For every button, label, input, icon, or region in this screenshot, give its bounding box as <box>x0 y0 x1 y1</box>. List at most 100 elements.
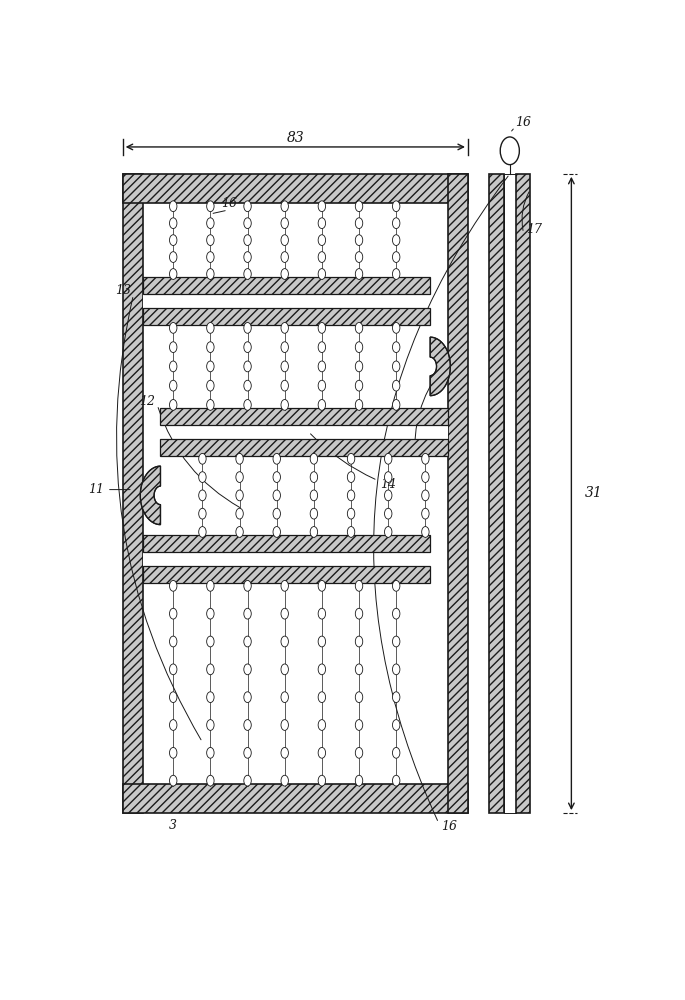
Circle shape <box>273 453 280 464</box>
Circle shape <box>281 218 288 229</box>
Circle shape <box>393 400 400 410</box>
Circle shape <box>244 720 251 730</box>
Circle shape <box>169 580 177 591</box>
Circle shape <box>281 775 288 786</box>
Bar <box>143 294 430 308</box>
Circle shape <box>393 608 400 619</box>
Circle shape <box>281 664 288 675</box>
Circle shape <box>281 580 288 591</box>
Circle shape <box>244 252 251 262</box>
Circle shape <box>199 508 206 519</box>
Circle shape <box>169 608 177 619</box>
Circle shape <box>384 527 392 537</box>
Circle shape <box>393 636 400 647</box>
Circle shape <box>356 608 363 619</box>
Circle shape <box>207 269 214 279</box>
Circle shape <box>244 235 251 246</box>
Circle shape <box>318 235 325 246</box>
Circle shape <box>244 664 251 675</box>
Circle shape <box>393 361 400 372</box>
Circle shape <box>244 580 251 591</box>
Circle shape <box>318 342 325 353</box>
Text: 16: 16 <box>221 197 237 210</box>
Circle shape <box>169 747 177 758</box>
Circle shape <box>318 664 325 675</box>
Circle shape <box>207 218 214 229</box>
Circle shape <box>207 664 214 675</box>
Circle shape <box>281 361 288 372</box>
Circle shape <box>244 218 251 229</box>
Circle shape <box>393 380 400 391</box>
Bar <box>489 174 504 813</box>
Circle shape <box>273 472 280 482</box>
Bar <box>143 308 430 325</box>
Circle shape <box>356 361 363 372</box>
Circle shape <box>318 775 325 786</box>
Circle shape <box>422 490 429 501</box>
Circle shape <box>393 747 400 758</box>
Text: 11: 11 <box>88 483 104 496</box>
Circle shape <box>356 252 363 262</box>
Circle shape <box>207 342 214 353</box>
Circle shape <box>207 361 214 372</box>
Circle shape <box>347 508 355 519</box>
Circle shape <box>207 380 214 391</box>
Circle shape <box>356 692 363 703</box>
Text: 31: 31 <box>585 486 602 500</box>
Circle shape <box>236 453 243 464</box>
Circle shape <box>169 692 177 703</box>
Circle shape <box>393 218 400 229</box>
Circle shape <box>244 775 251 786</box>
Circle shape <box>236 472 243 482</box>
Bar <box>143 552 430 566</box>
Circle shape <box>318 720 325 730</box>
Text: 13: 13 <box>115 284 131 297</box>
Text: 15: 15 <box>417 443 434 456</box>
Circle shape <box>318 400 325 410</box>
Text: 17: 17 <box>526 223 543 236</box>
Circle shape <box>207 252 214 262</box>
Circle shape <box>169 201 177 212</box>
Circle shape <box>207 608 214 619</box>
Bar <box>143 203 448 784</box>
Circle shape <box>393 692 400 703</box>
Circle shape <box>281 323 288 333</box>
Circle shape <box>318 252 325 262</box>
Text: 12: 12 <box>138 395 155 408</box>
Circle shape <box>207 201 214 212</box>
Circle shape <box>207 692 214 703</box>
Circle shape <box>318 269 325 279</box>
Polygon shape <box>430 337 450 396</box>
Circle shape <box>393 235 400 246</box>
Circle shape <box>356 720 363 730</box>
Circle shape <box>281 380 288 391</box>
Circle shape <box>393 720 400 730</box>
Circle shape <box>393 323 400 333</box>
Circle shape <box>169 323 177 333</box>
Bar <box>516 174 530 813</box>
Circle shape <box>356 269 363 279</box>
Circle shape <box>318 361 325 372</box>
Circle shape <box>207 323 214 333</box>
Circle shape <box>281 252 288 262</box>
Circle shape <box>169 218 177 229</box>
Circle shape <box>236 508 243 519</box>
Circle shape <box>273 508 280 519</box>
Circle shape <box>422 472 429 482</box>
Circle shape <box>310 472 318 482</box>
Circle shape <box>393 201 400 212</box>
Circle shape <box>199 527 206 537</box>
Circle shape <box>356 201 363 212</box>
Circle shape <box>169 342 177 353</box>
Circle shape <box>318 747 325 758</box>
Circle shape <box>199 472 206 482</box>
Circle shape <box>310 453 318 464</box>
Circle shape <box>281 400 288 410</box>
Circle shape <box>273 490 280 501</box>
Polygon shape <box>430 357 436 376</box>
Circle shape <box>199 453 206 464</box>
Bar <box>123 784 468 813</box>
Circle shape <box>422 527 429 537</box>
Circle shape <box>356 235 363 246</box>
Circle shape <box>393 775 400 786</box>
